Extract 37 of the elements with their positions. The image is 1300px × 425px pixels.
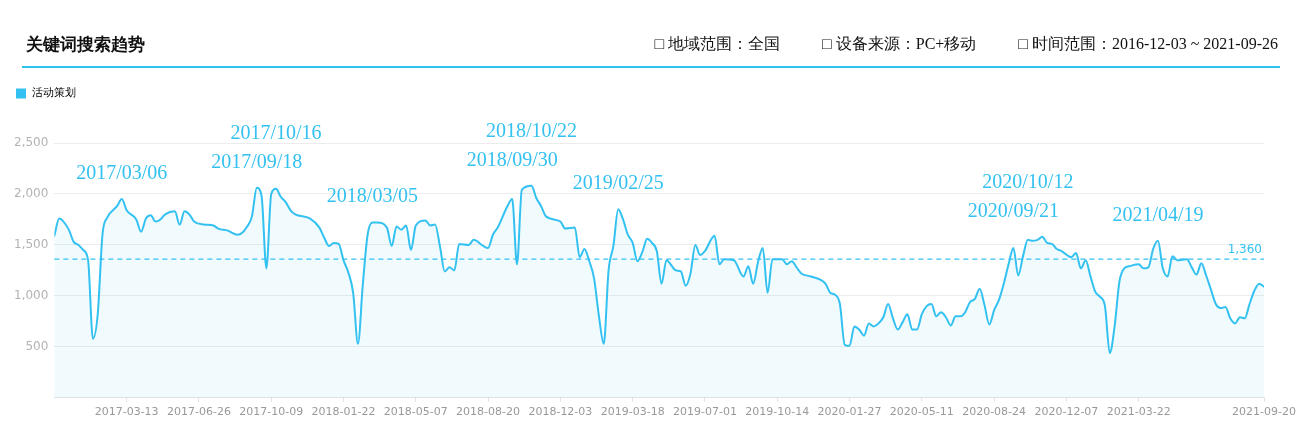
- annotation: 2017/10/16: [230, 120, 322, 143]
- annotation: 2021/04/19: [1112, 202, 1204, 225]
- annotation: 2017/03/06: [76, 161, 168, 184]
- annotation: 2017/09/18: [211, 149, 303, 172]
- annotation: 2018/09/30: [466, 147, 558, 170]
- chart-title: 关键词搜索趋势: [26, 34, 145, 56]
- annotation: 2018/10/22: [485, 118, 578, 141]
- y-tick-label: 1,500: [13, 237, 49, 252]
- x-tick-label: 2020-01-27: [817, 405, 882, 419]
- y-tick-label: 2,000: [13, 186, 49, 201]
- x-tick-label: 2018-12-03: [528, 405, 593, 419]
- x-tick-label: 2017-06-26: [166, 405, 231, 419]
- x-tick-label: 2021-03-22: [1106, 405, 1171, 419]
- annotation: 2020/10/12: [982, 169, 1074, 192]
- x-tick-label: 2021-09-20: [1232, 405, 1296, 419]
- annotation: 2019/02/25: [572, 171, 664, 194]
- annotation: 2020/09/21: [967, 198, 1059, 221]
- y-tick-label: 1,000: [13, 288, 49, 303]
- y-tick-label: 2,500: [13, 135, 49, 150]
- y-tick-label: 500: [25, 338, 49, 353]
- x-tick-label: 2019-07-01: [672, 405, 737, 419]
- legend-label: 活动策划: [31, 86, 76, 100]
- text: □ 时间范围：2016-12-03 ~ 2021-09-26: [1018, 34, 1278, 54]
- x-tick-label: 2018-08-20: [456, 405, 521, 419]
- x-tick-label: 2018-01-22: [311, 405, 376, 419]
- annotation: 2018/03/05: [326, 184, 418, 207]
- text: □ 设备来源：PC+移动: [822, 34, 977, 54]
- x-tick-label: 2020-05-11: [889, 405, 954, 419]
- x-tick-label: 2020-12-07: [1034, 405, 1099, 419]
- x-tick-label: 2017-10-09: [239, 405, 304, 419]
- ref-line-label: 1,360: [1227, 242, 1262, 257]
- x-tick-label: 2020-08-24: [962, 405, 1027, 419]
- text: □ 地域范围：全国: [654, 34, 781, 54]
- x-tick-label: 2019-10-14: [745, 405, 810, 419]
- x-tick-label: 2017-03-13: [94, 405, 159, 419]
- x-tick-label: 2019-03-18: [600, 405, 665, 419]
- x-tick-label: 2018-05-07: [383, 405, 448, 419]
